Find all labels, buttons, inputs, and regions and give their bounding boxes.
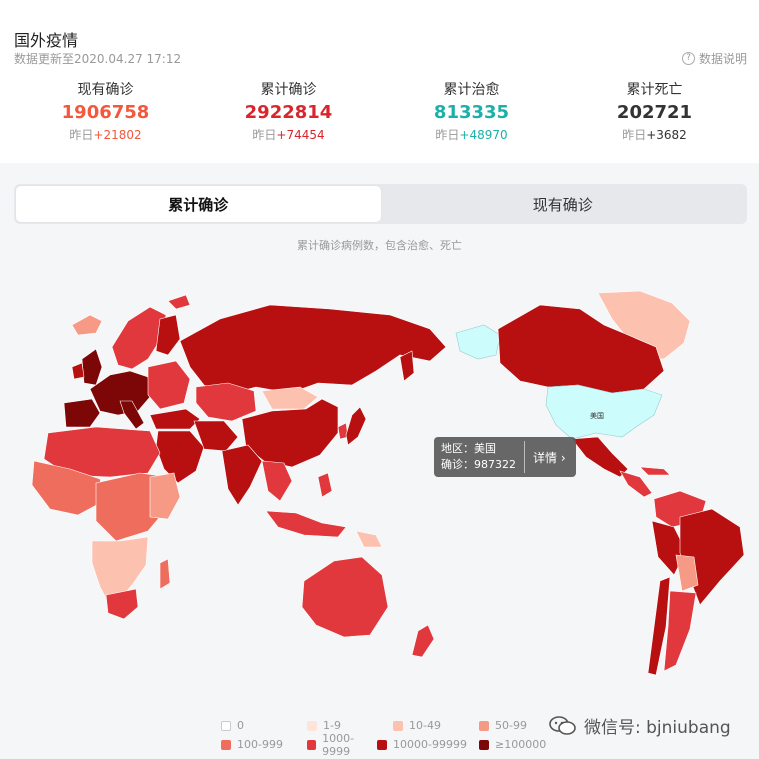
- region-russia[interactable]: [179, 304, 447, 396]
- legend-item[interactable]: 50-99: [479, 719, 527, 732]
- map-tooltip: 地区：美国 确诊：987322 详情 ›: [434, 437, 576, 477]
- stat-value: 1906758: [61, 102, 150, 123]
- summary-panel: 国外疫情 数据更新至2020.04.27 17:12 ? 数据说明 现有确诊 1…: [0, 0, 759, 163]
- legend-row: 0 1-9 10-49 50-99: [221, 716, 551, 735]
- region-north-africa[interactable]: [43, 426, 161, 478]
- legend-item[interactable]: 1-9: [307, 719, 393, 732]
- legend-swatch: [479, 720, 489, 731]
- stat-value: 2922814: [244, 102, 333, 123]
- region-caribbean[interactable]: [639, 466, 671, 476]
- legend-item[interactable]: 1000-9999: [307, 732, 377, 758]
- legend-swatch: [307, 739, 317, 750]
- region-turkey[interactable]: [149, 408, 201, 430]
- region-usa[interactable]: [545, 384, 663, 440]
- region-mexico[interactable]: [571, 436, 629, 478]
- region-madagascar[interactable]: [159, 558, 171, 590]
- tooltip-detail-link[interactable]: 详情 ›: [533, 450, 566, 465]
- watermark-text: 微信号: bjniubang: [584, 718, 731, 738]
- region-uk[interactable]: [81, 348, 103, 386]
- legend-item[interactable]: ≥100000: [479, 738, 546, 751]
- stat-total-recovered: 累计治愈 813335 昨日+48970: [380, 80, 563, 150]
- region-west-africa[interactable]: [31, 460, 105, 516]
- chevron-right-icon: ›: [560, 450, 566, 465]
- region-central-america[interactable]: [619, 470, 653, 498]
- update-time: 数据更新至2020.04.27 17:12: [14, 52, 182, 66]
- stat-delta: 昨日+48970: [435, 128, 508, 142]
- region-east-africa[interactable]: [149, 472, 181, 520]
- tooltip-info: 地区：美国 确诊：987322: [434, 441, 525, 473]
- tab-current-confirmed[interactable]: 现有确诊: [532, 195, 593, 214]
- map-subtitle: 累计确诊病例数，包含治愈、死亡: [297, 239, 462, 252]
- stat-current-confirmed: 现有确诊 1906758 昨日+21802: [14, 80, 197, 150]
- map-legend: 0 1-9 10-49 50-99 100-999 1000-9999 1000…: [221, 716, 551, 758]
- tooltip-region: 美国: [474, 442, 496, 455]
- tooltip-cases: 987322: [474, 458, 516, 471]
- region-mongolia[interactable]: [261, 386, 319, 410]
- world-map[interactable]: 美国: [0, 255, 759, 705]
- legend-swatch: [221, 720, 231, 731]
- region-southern-africa[interactable]: [91, 536, 149, 610]
- tab-cumulative-confirmed[interactable]: 累计确诊: [16, 186, 381, 222]
- data-help-label: 数据说明: [698, 52, 747, 66]
- stat-value: 202721: [616, 102, 693, 123]
- stat-value: 813335: [433, 102, 510, 123]
- region-australia[interactable]: [301, 556, 389, 638]
- region-new-zealand[interactable]: [411, 624, 435, 658]
- region-western-europe[interactable]: [89, 370, 151, 416]
- region-papua[interactable]: [355, 530, 383, 548]
- stat-label: 现有确诊: [77, 82, 134, 98]
- region-svalbard[interactable]: [167, 294, 191, 310]
- view-tabs: 累计确诊 现有确诊: [14, 184, 747, 224]
- stats-row: 现有确诊 1906758 昨日+21802 累计确诊 2922814 昨日+74…: [14, 80, 746, 150]
- region-italy[interactable]: [119, 400, 145, 430]
- region-southeast-asia[interactable]: [261, 460, 293, 502]
- data-help-link[interactable]: ? 数据说明: [681, 50, 747, 67]
- region-indonesia[interactable]: [265, 510, 347, 538]
- page-title: 国外疫情: [14, 31, 79, 50]
- region-ireland[interactable]: [71, 362, 85, 380]
- region-japan[interactable]: [345, 406, 367, 446]
- question-icon: ?: [681, 52, 695, 65]
- watermark: 微信号: bjniubang: [548, 713, 731, 738]
- legend-swatch: [221, 739, 231, 750]
- legend-swatch: [377, 739, 387, 750]
- legend-swatch: [307, 720, 317, 731]
- legend-swatch: [393, 720, 403, 731]
- region-kamchatka[interactable]: [399, 350, 415, 382]
- stat-total-deaths: 累计死亡 202721 昨日+3682: [563, 80, 746, 150]
- stat-label: 累计确诊: [260, 82, 317, 98]
- stat-delta: 昨日+3682: [622, 128, 687, 142]
- stat-label: 累计死亡: [626, 82, 683, 98]
- region-india[interactable]: [221, 444, 263, 506]
- region-iceland[interactable]: [71, 314, 103, 336]
- legend-item[interactable]: 10-49: [393, 719, 479, 732]
- stat-label: 累计治愈: [443, 82, 500, 98]
- region-finland[interactable]: [155, 314, 181, 356]
- region-south-africa[interactable]: [105, 588, 139, 620]
- region-eastern-europe[interactable]: [147, 360, 191, 410]
- legend-row: 100-999 1000-9999 10000-99999 ≥100000: [221, 732, 551, 758]
- wechat-icon: [549, 715, 576, 735]
- region-alaska[interactable]: [455, 324, 501, 360]
- usa-map-label: 美国: [590, 411, 604, 420]
- region-philippines[interactable]: [317, 472, 333, 498]
- region-argentina[interactable]: [663, 590, 697, 672]
- region-iberia[interactable]: [63, 398, 101, 428]
- region-bolivia-paraguay[interactable]: [675, 554, 699, 592]
- region-chile[interactable]: [647, 576, 671, 676]
- stat-delta: 昨日+74454: [252, 128, 325, 142]
- legend-item[interactable]: 10000-99999: [377, 738, 479, 751]
- region-greenland[interactable]: [597, 290, 691, 360]
- legend-item[interactable]: 100-999: [221, 738, 307, 751]
- stat-delta: 昨日+21802: [69, 128, 142, 142]
- region-canada[interactable]: [497, 304, 665, 394]
- stat-total-confirmed: 累计确诊 2922814 昨日+74454: [197, 80, 380, 150]
- legend-item[interactable]: 0: [221, 719, 307, 732]
- region-central-asia[interactable]: [195, 382, 257, 422]
- region-iran[interactable]: [193, 420, 239, 452]
- legend-swatch: [479, 739, 489, 750]
